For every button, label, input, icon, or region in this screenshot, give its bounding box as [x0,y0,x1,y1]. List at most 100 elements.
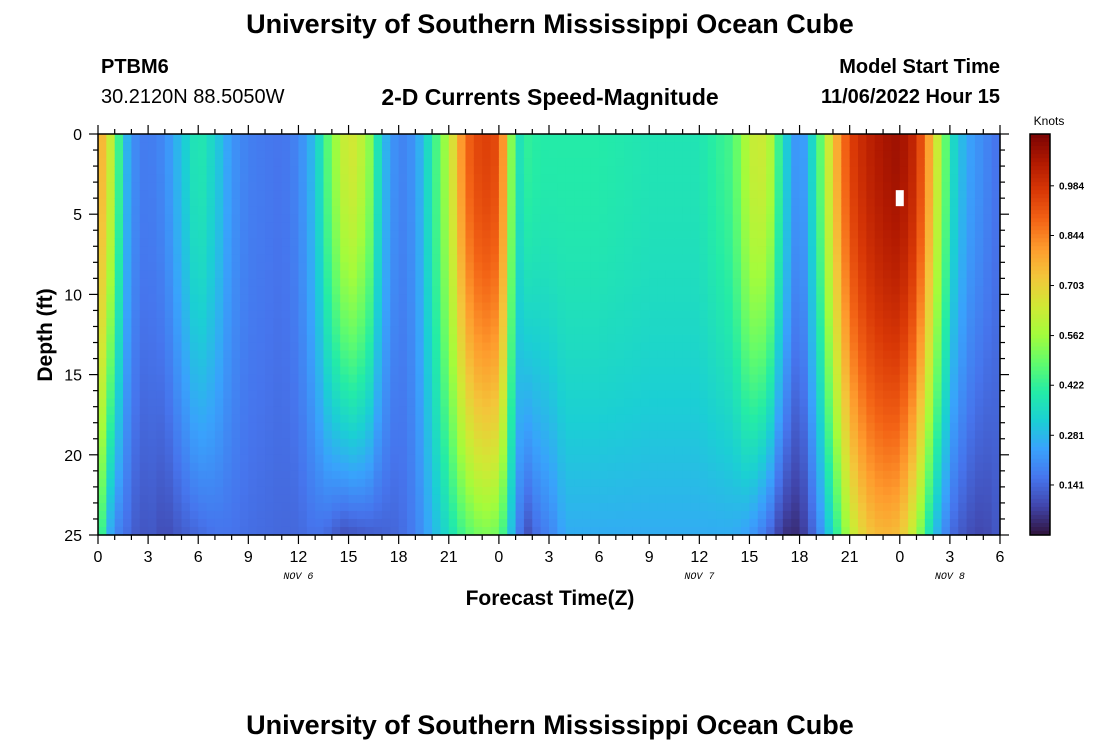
heatmap-cell [741,230,751,239]
heatmap-cell [381,366,391,376]
heatmap-cell [657,350,667,360]
heatmap-cell [281,158,291,167]
heatmap-cell [131,470,141,480]
heatmap-cell [749,478,759,488]
heatmap-cell [181,158,191,167]
heatmap-cell [883,318,893,328]
heatmap-cell [131,150,141,159]
heatmap-cell [98,366,107,376]
heatmap-cell [148,374,158,384]
heatmap-cell [123,262,133,271]
heatmap-cell [156,390,166,400]
heatmap-cell [248,478,258,488]
heatmap-cell [98,494,107,504]
heatmap-cell [189,390,199,400]
heatmap-cell [156,190,166,199]
heatmap-cell [749,334,759,344]
heatmap-cell [331,518,341,528]
heatmap-cell [532,278,542,287]
heatmap-cell [148,206,158,215]
heatmap-cell [164,134,174,143]
heatmap-cell [231,502,241,512]
heatmap-cell [866,454,876,464]
heatmap-cell [256,382,266,392]
heatmap-cell [198,158,208,167]
heatmap-cell [206,510,216,520]
heatmap-cell [816,286,826,295]
heatmap-cell [365,310,375,320]
heatmap-cell [265,358,274,368]
heatmap-cell [223,334,233,344]
heatmap-cell [674,430,684,440]
heatmap-cell [298,206,308,215]
heatmap-cell [432,486,442,496]
heatmap-cell [674,454,684,464]
heatmap-cell [214,502,224,512]
heatmap-cell [114,390,124,400]
heatmap-cell [741,446,751,456]
heatmap-cell [131,318,141,328]
heatmap-cell [331,430,341,440]
heatmap-cell [273,350,283,360]
heatmap-cell [574,238,584,247]
heatmap-cell [757,318,767,328]
heatmap-cell [782,182,792,191]
heatmap-cell [432,270,442,279]
heatmap-cell [699,262,709,271]
heatmap-cell [473,262,483,271]
heatmap-cell [824,262,834,271]
heatmap-cell [741,206,751,215]
heatmap-cell [189,190,199,199]
heatmap-cell [523,438,533,448]
heatmap-cell [381,454,391,464]
heatmap-cell [883,198,893,207]
heatmap-cell [849,350,859,360]
heatmap-cell [265,246,274,255]
heatmap-cell [874,318,884,328]
heatmap-cell [265,158,274,167]
heatmap-cell [239,358,249,368]
heatmap-cell [582,446,592,456]
heatmap-cell [649,446,659,456]
heatmap-cell [749,486,759,496]
heatmap-cell [858,134,867,143]
heatmap-cell [139,382,149,392]
heatmap-cell [398,206,408,215]
heatmap-cell [523,254,533,263]
heatmap-cell [557,382,567,392]
heatmap-cell [214,382,224,392]
heatmap-cell [665,254,675,263]
station-id: PTBM6 [101,56,169,78]
heatmap-cell [239,518,249,528]
heatmap-cell [741,454,751,464]
heatmap-cell [164,150,174,159]
heatmap-cell [340,238,350,247]
heatmap-cell [741,358,751,368]
heatmap-cell [473,174,483,183]
heatmap-cell [640,430,650,440]
heatmap-cell [106,374,116,384]
heatmap-cell [239,142,249,151]
heatmap-cell [348,318,358,328]
heatmap-cell [816,142,826,151]
heatmap-cell [265,374,274,384]
heatmap-cell [123,470,133,480]
heatmap-cell [390,350,400,360]
heatmap-cell [448,494,458,504]
heatmap-cell [565,398,575,408]
heatmap-cell [423,486,433,496]
heatmap-cell [532,414,542,424]
heatmap-cell [223,206,233,215]
heatmap-cell [574,526,584,536]
heatmap-cell [924,358,934,368]
heatmap-cell [774,278,784,287]
heatmap-cell [373,278,383,287]
heatmap-cell [615,302,625,312]
heatmap-cell [590,286,600,295]
heatmap-cell [757,406,767,416]
heatmap-cell [523,142,533,151]
heatmap-cell [766,430,776,440]
heatmap-cell [365,302,375,312]
heatmap-cell [749,174,759,183]
heatmap-cell [690,470,700,480]
